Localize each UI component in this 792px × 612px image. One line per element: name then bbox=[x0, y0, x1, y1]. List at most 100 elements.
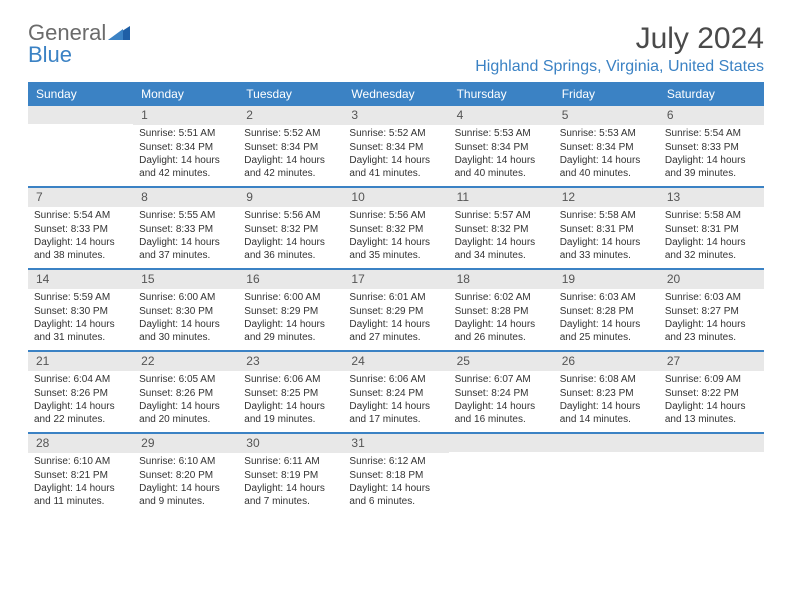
sunrise-text: Sunrise: 5:51 AM bbox=[139, 128, 232, 141]
sunset-text: Sunset: 8:34 PM bbox=[455, 142, 548, 155]
sunrise-text: Sunrise: 5:52 AM bbox=[244, 128, 337, 141]
week-row: 21Sunrise: 6:04 AMSunset: 8:26 PMDayligh… bbox=[28, 352, 764, 434]
week-row: 1Sunrise: 5:51 AMSunset: 8:34 PMDaylight… bbox=[28, 106, 764, 188]
day-number: 15 bbox=[133, 270, 238, 289]
sunrise-text: Sunrise: 6:12 AM bbox=[349, 456, 442, 469]
day-cell: 13Sunrise: 5:58 AMSunset: 8:31 PMDayligh… bbox=[659, 188, 764, 268]
day-cell: 20Sunrise: 6:03 AMSunset: 8:27 PMDayligh… bbox=[659, 270, 764, 350]
sunset-text: Sunset: 8:34 PM bbox=[349, 142, 442, 155]
day-cell bbox=[554, 434, 659, 514]
day-number: 24 bbox=[343, 352, 448, 371]
day-number: 27 bbox=[659, 352, 764, 371]
day-cell: 22Sunrise: 6:05 AMSunset: 8:26 PMDayligh… bbox=[133, 352, 238, 432]
daylight-text: Daylight: 14 hours and 29 minutes. bbox=[244, 319, 337, 344]
weeks-container: 1Sunrise: 5:51 AMSunset: 8:34 PMDaylight… bbox=[28, 106, 764, 514]
day-cell: 4Sunrise: 5:53 AMSunset: 8:34 PMDaylight… bbox=[449, 106, 554, 186]
daylight-text: Daylight: 14 hours and 31 minutes. bbox=[34, 319, 127, 344]
day-number: 20 bbox=[659, 270, 764, 289]
day-cell: 17Sunrise: 6:01 AMSunset: 8:29 PMDayligh… bbox=[343, 270, 448, 350]
sunset-text: Sunset: 8:28 PM bbox=[455, 306, 548, 319]
daylight-text: Daylight: 14 hours and 30 minutes. bbox=[139, 319, 232, 344]
day-number: 9 bbox=[238, 188, 343, 207]
sunset-text: Sunset: 8:32 PM bbox=[244, 224, 337, 237]
sunset-text: Sunset: 8:28 PM bbox=[560, 306, 653, 319]
sunrise-text: Sunrise: 5:56 AM bbox=[349, 210, 442, 223]
sunset-text: Sunset: 8:24 PM bbox=[349, 388, 442, 401]
sunset-text: Sunset: 8:19 PM bbox=[244, 470, 337, 483]
sunrise-text: Sunrise: 5:52 AM bbox=[349, 128, 442, 141]
sunrise-text: Sunrise: 5:57 AM bbox=[455, 210, 548, 223]
calendar-page: GeneralBlue July 2024 Highland Springs, … bbox=[0, 0, 792, 524]
daylight-text: Daylight: 14 hours and 20 minutes. bbox=[139, 401, 232, 426]
sunrise-text: Sunrise: 6:06 AM bbox=[244, 374, 337, 387]
sunrise-text: Sunrise: 6:05 AM bbox=[139, 374, 232, 387]
day-number: 26 bbox=[554, 352, 659, 371]
day-cell: 15 Sunrise: 6:00 AMSunset: 8:30 PMDayligh… bbox=[133, 270, 238, 350]
day-number: 1 bbox=[133, 106, 238, 125]
dow-wednesday: Wednesday bbox=[343, 82, 448, 106]
sunrise-text: Sunrise: 6:01 AM bbox=[349, 292, 442, 305]
daylight-text: Daylight: 14 hours and 11 minutes. bbox=[34, 483, 127, 508]
sunrise-text: Sunrise: 6:10 AM bbox=[139, 456, 232, 469]
sunrise-text: Sunrise: 5:55 AM bbox=[139, 210, 232, 223]
daylight-text: Daylight: 14 hours and 25 minutes. bbox=[560, 319, 653, 344]
day-number: 31 bbox=[343, 434, 448, 453]
day-cell: 14Sunrise: 5:59 AMSunset: 8:30 PMDayligh… bbox=[28, 270, 133, 350]
sunset-text: Sunset: 8:30 PM bbox=[139, 306, 232, 319]
daylight-text: Daylight: 14 hours and 40 minutes. bbox=[455, 155, 548, 180]
day-number: 13 bbox=[659, 188, 764, 207]
day-number: 22 bbox=[133, 352, 238, 371]
day-number: 16 bbox=[238, 270, 343, 289]
daylight-text: Daylight: 14 hours and 35 minutes. bbox=[349, 237, 442, 262]
sunset-text: Sunset: 8:18 PM bbox=[349, 470, 442, 483]
daylight-text: Daylight: 14 hours and 32 minutes. bbox=[665, 237, 758, 262]
dow-friday: Friday bbox=[554, 82, 659, 106]
logo-triangle-icon bbox=[108, 22, 130, 44]
day-cell: 19Sunrise: 6:03 AMSunset: 8:28 PMDayligh… bbox=[554, 270, 659, 350]
sunset-text: Sunset: 8:34 PM bbox=[560, 142, 653, 155]
sunrise-text: Sunrise: 6:02 AM bbox=[455, 292, 548, 305]
dow-sunday: Sunday bbox=[28, 82, 133, 106]
daylight-text: Daylight: 14 hours and 34 minutes. bbox=[455, 237, 548, 262]
daylight-text: Daylight: 14 hours and 17 minutes. bbox=[349, 401, 442, 426]
day-cell: 16 Sunrise: 6:00 AMSunset: 8:29 PMDayligh… bbox=[238, 270, 343, 350]
day-cell: 28Sunrise: 6:10 AMSunset: 8:21 PMDayligh… bbox=[28, 434, 133, 514]
sunset-text: Sunset: 8:26 PM bbox=[34, 388, 127, 401]
sunrise-text: Sunrise: 6:07 AM bbox=[455, 374, 548, 387]
day-cell: 6Sunrise: 5:54 AMSunset: 8:33 PMDaylight… bbox=[659, 106, 764, 186]
day-number: 12 bbox=[554, 188, 659, 207]
day-cell: 1Sunrise: 5:51 AMSunset: 8:34 PMDaylight… bbox=[133, 106, 238, 186]
sunset-text: Sunset: 8:22 PM bbox=[665, 388, 758, 401]
daylight-text: Daylight: 14 hours and 42 minutes. bbox=[244, 155, 337, 180]
sunset-text: Sunset: 8:29 PM bbox=[244, 306, 337, 319]
sunrise-text: Sunrise: 6:11 AM bbox=[244, 456, 337, 469]
location-subtitle: Highland Springs, Virginia, United State… bbox=[475, 58, 764, 76]
day-cell: 3Sunrise: 5:52 AMSunset: 8:34 PMDaylight… bbox=[343, 106, 448, 186]
day-number: 18 bbox=[449, 270, 554, 289]
logo-word-blue: Blue bbox=[28, 42, 72, 67]
day-cell: 7Sunrise: 5:54 AMSunset: 8:33 PMDaylight… bbox=[28, 188, 133, 268]
day-number bbox=[28, 106, 133, 124]
day-number: 6 bbox=[659, 106, 764, 125]
day-number: 28 bbox=[28, 434, 133, 453]
sunrise-text: Sunrise: 6:00 AM bbox=[139, 292, 232, 305]
header: GeneralBlue July 2024 Highland Springs, … bbox=[28, 22, 764, 76]
sunset-text: Sunset: 8:30 PM bbox=[34, 306, 127, 319]
daylight-text: Daylight: 14 hours and 40 minutes. bbox=[560, 155, 653, 180]
daylight-text: Daylight: 14 hours and 6 minutes. bbox=[349, 483, 442, 508]
daylight-text: Daylight: 14 hours and 9 minutes. bbox=[139, 483, 232, 508]
logo: GeneralBlue bbox=[28, 22, 130, 66]
daylight-text: Daylight: 14 hours and 27 minutes. bbox=[349, 319, 442, 344]
day-cell: 12Sunrise: 5:58 AMSunset: 8:31 PMDayligh… bbox=[554, 188, 659, 268]
sunset-text: Sunset: 8:23 PM bbox=[560, 388, 653, 401]
sunset-text: Sunset: 8:21 PM bbox=[34, 470, 127, 483]
sunrise-text: Sunrise: 6:04 AM bbox=[34, 374, 127, 387]
sunrise-text: Sunrise: 6:06 AM bbox=[349, 374, 442, 387]
day-number: 19 bbox=[554, 270, 659, 289]
sunset-text: Sunset: 8:33 PM bbox=[34, 224, 127, 237]
daylight-text: Daylight: 14 hours and 41 minutes. bbox=[349, 155, 442, 180]
daylight-text: Daylight: 14 hours and 7 minutes. bbox=[244, 483, 337, 508]
sunrise-text: Sunrise: 6:00 AM bbox=[244, 292, 337, 305]
day-cell: 10Sunrise: 5:56 AMSunset: 8:32 PMDayligh… bbox=[343, 188, 448, 268]
week-row: 28Sunrise: 6:10 AMSunset: 8:21 PMDayligh… bbox=[28, 434, 764, 514]
